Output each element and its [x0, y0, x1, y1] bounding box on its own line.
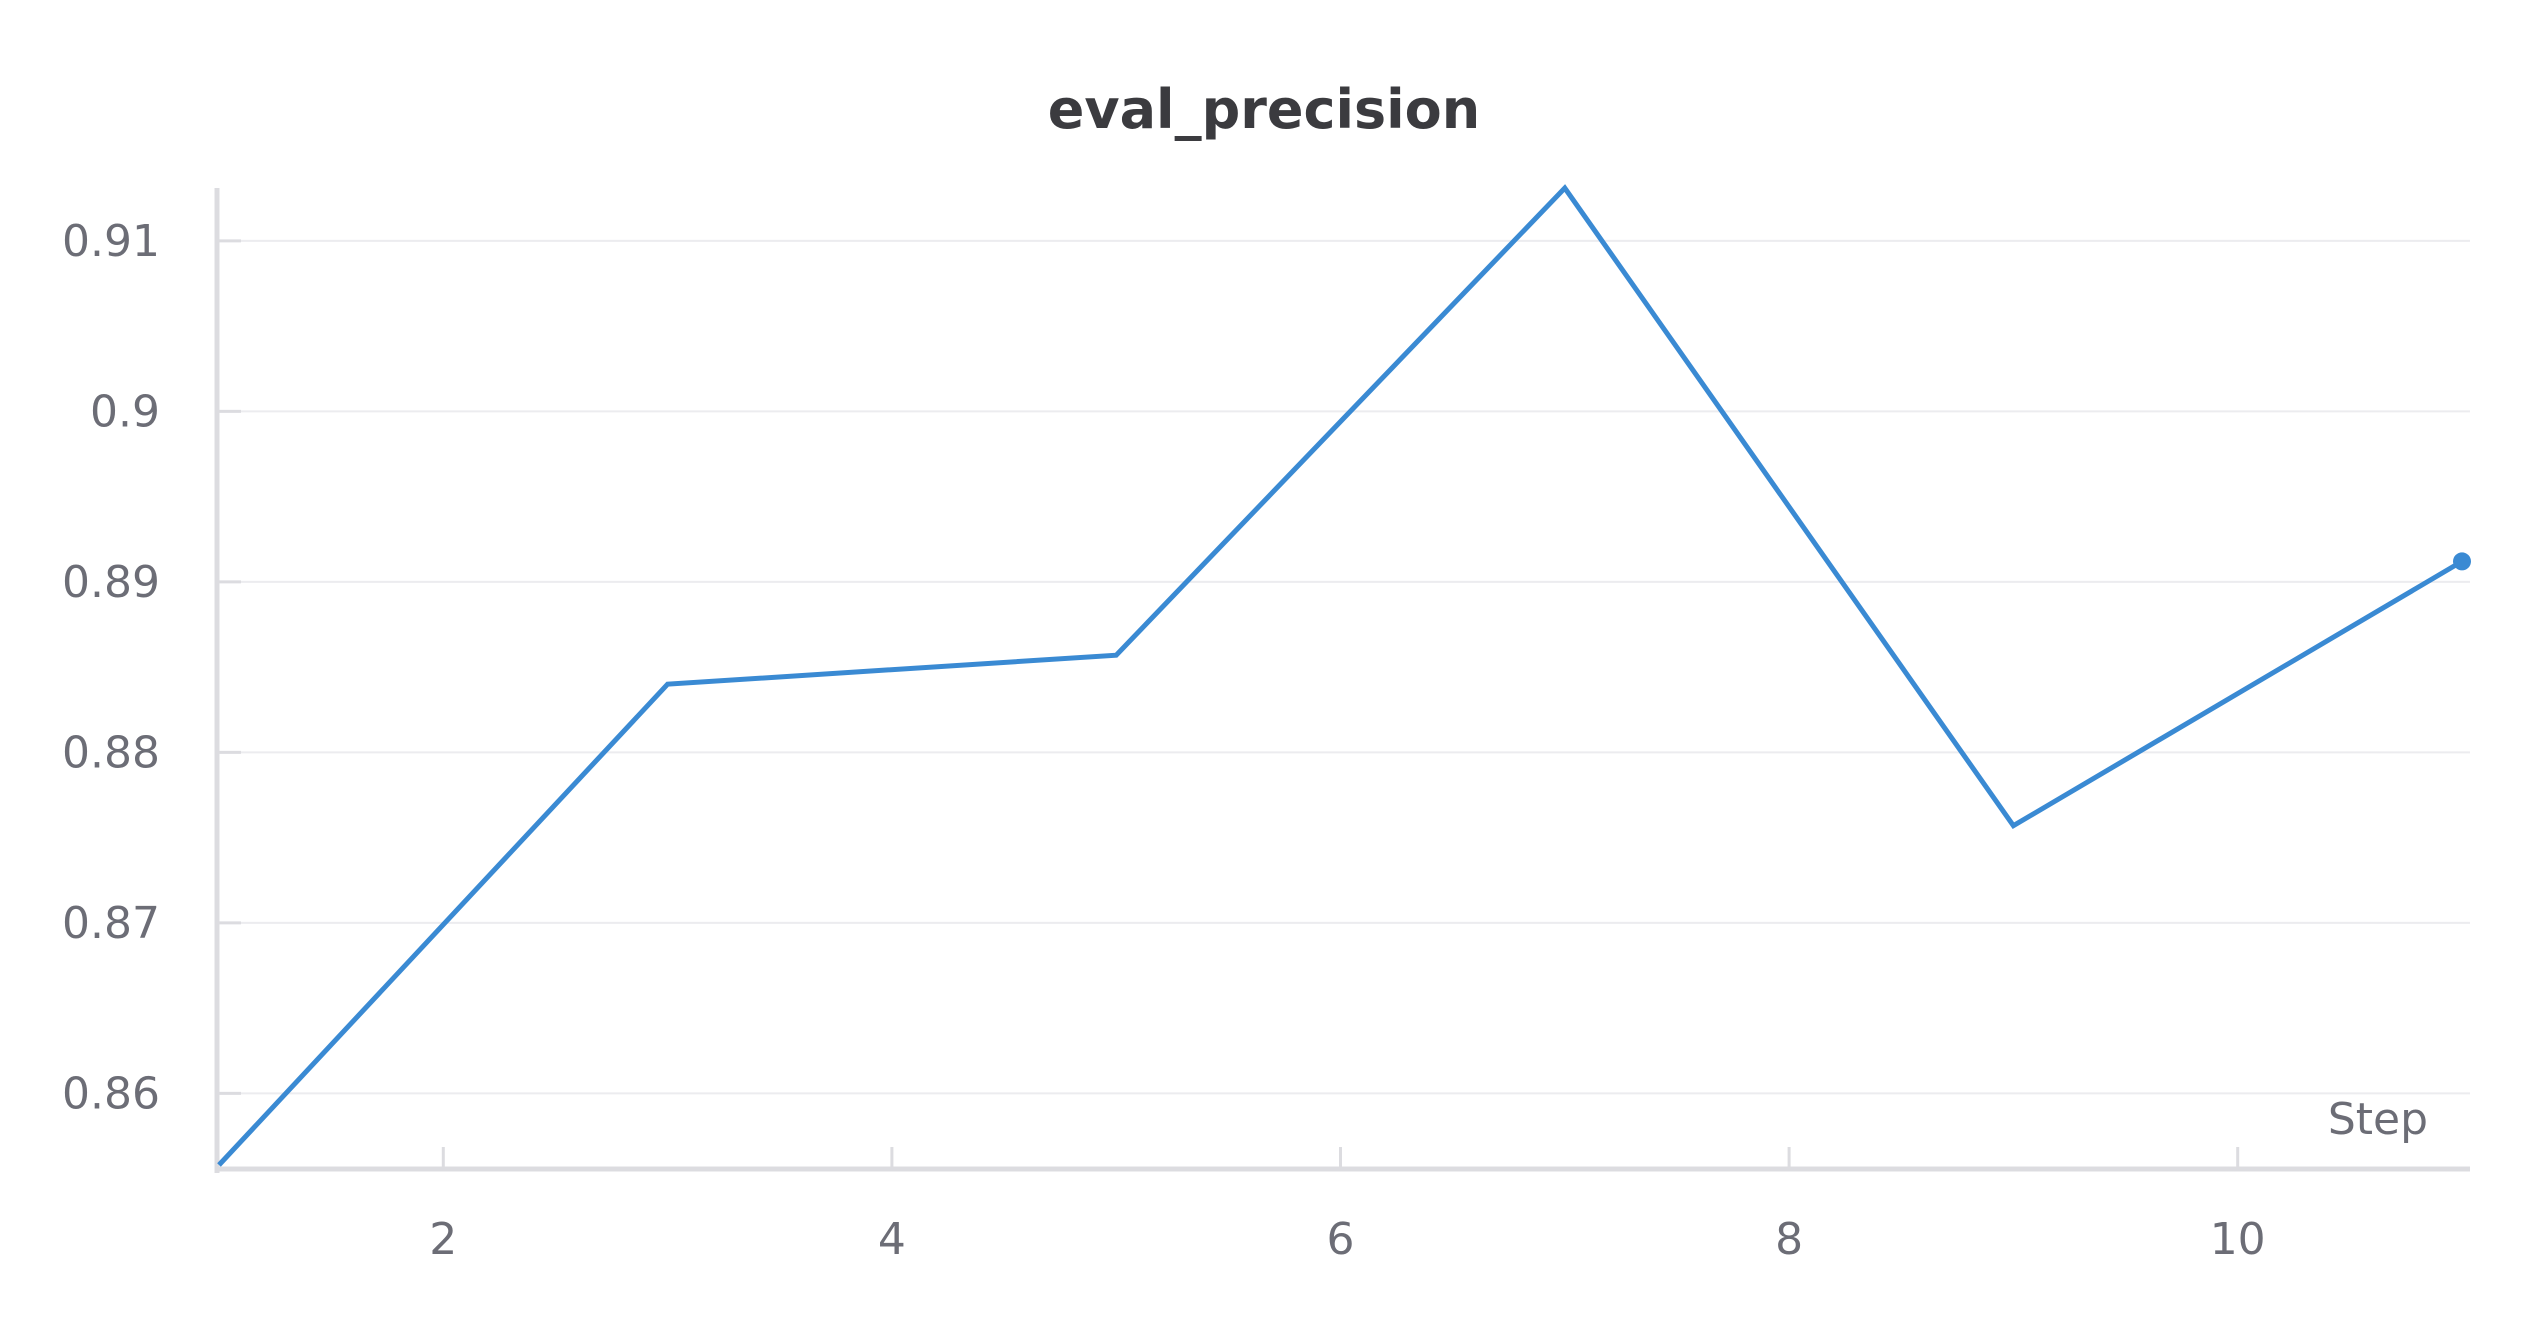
x-tick-label: 6 [1327, 1214, 1355, 1265]
y-tick-label: 0.87 [62, 898, 160, 949]
x-tick-label: 4 [878, 1214, 906, 1265]
y-tick-label: 0.9 [90, 386, 160, 437]
y-tick-label: 0.88 [62, 727, 160, 778]
last-point-marker [2453, 552, 2471, 571]
chart-title: eval_precision [1048, 78, 1480, 141]
x-tick-label: 10 [2210, 1214, 2266, 1265]
x-tick-label: 8 [1775, 1214, 1803, 1265]
y-tick-label: 0.91 [62, 216, 160, 267]
x-tick-label: 2 [429, 1214, 457, 1265]
axes [214, 188, 2470, 1173]
series-line [217, 184, 2464, 1167]
y-tick-label: 0.89 [62, 557, 160, 608]
series-layer [217, 184, 2471, 1167]
y-axis-ticks: 0.86 0.87 0.88 0.89 0.9 0.91 [62, 216, 241, 1119]
y-tick-label: 0.86 [62, 1068, 160, 1119]
x-axis-ticks: 2 4 6 8 10 [429, 1147, 2266, 1265]
grid-lines [219, 239, 2470, 1095]
x-axis-label: Step [2328, 1094, 2428, 1145]
